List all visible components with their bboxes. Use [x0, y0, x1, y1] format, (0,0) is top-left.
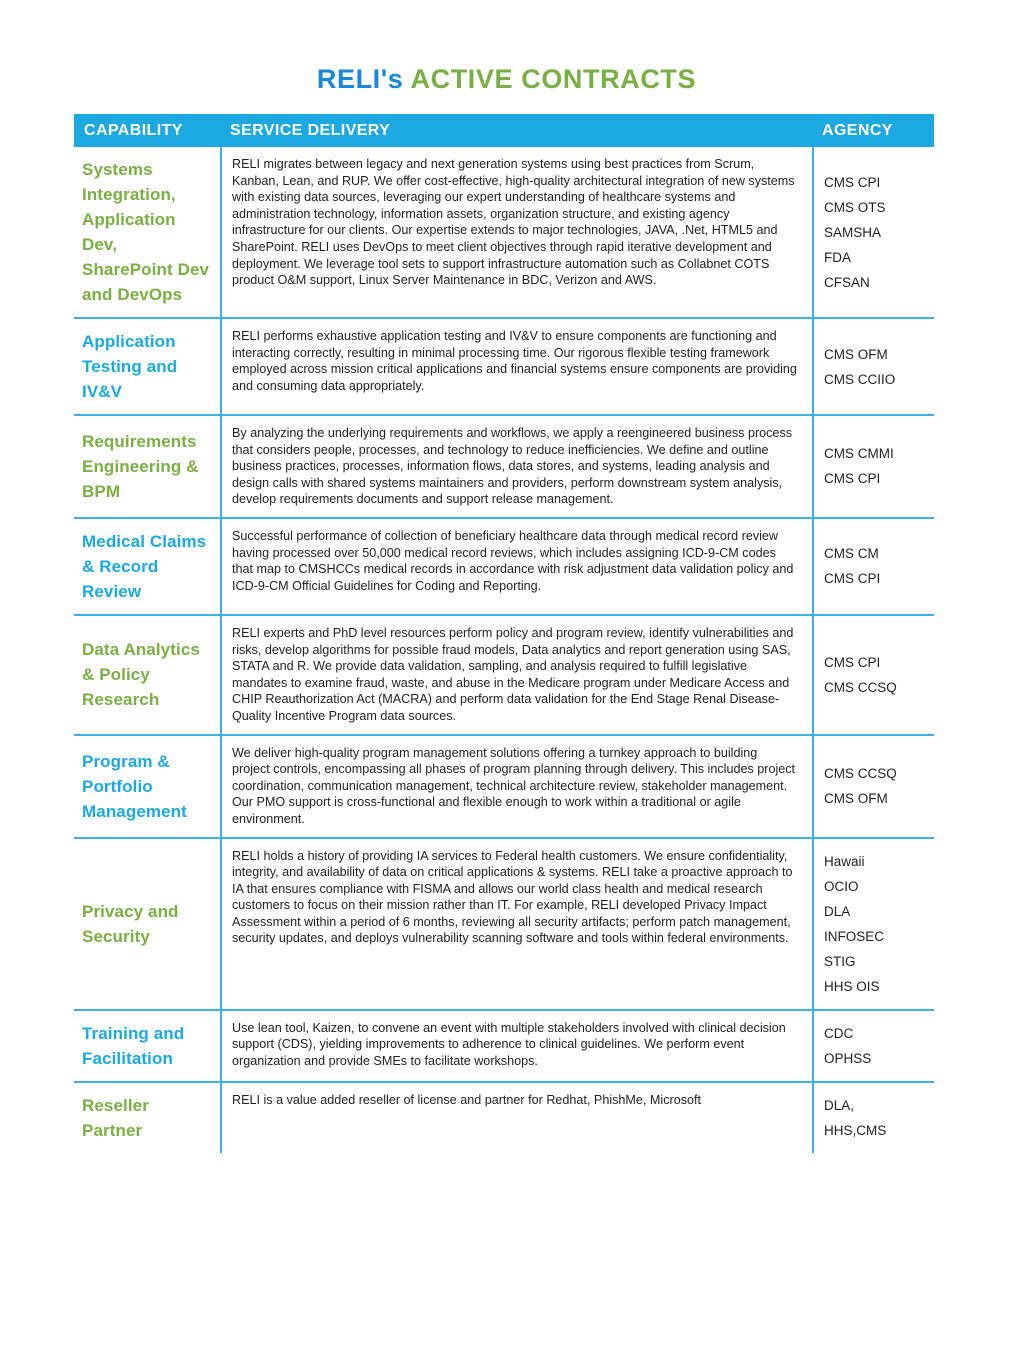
cell-agency: CMS CM CMS CPI	[812, 518, 934, 614]
cell-agency: Hawaii OCIO DLA INFOSEC STIG HHS OIS	[812, 838, 934, 1009]
table-row: Application Testing and IV&V RELI perform…	[74, 317, 934, 414]
table-row: Requirements Engineering & BPM By analyzi…	[74, 414, 934, 517]
cell-service-delivery: RELI is a value added reseller of licens…	[220, 1082, 812, 1153]
table-row: Reseller Partner RELI is a value added re…	[74, 1080, 934, 1153]
agency-item: CMS CPI	[824, 654, 881, 670]
cell-agency: CMS CCSQ CMS OFM	[812, 735, 934, 837]
agency-item: CMS CPI	[824, 471, 881, 487]
agency-item: CMS CCSQ	[824, 679, 897, 695]
agency-item: Hawaii	[824, 853, 865, 869]
cell-capability: Privacy and Security	[74, 839, 220, 1009]
cell-capability: Reseller Partner	[74, 1083, 220, 1153]
agency-item: CMS CCSQ	[824, 766, 897, 782]
table-row: Systems Integration, Application Dev, Sh…	[74, 147, 934, 317]
column-header-agency: AGENCY	[822, 121, 893, 139]
table-row: Training and Facilitation Use lean tool, …	[74, 1008, 934, 1081]
capability-label: Reseller Partner	[82, 1095, 149, 1140]
agency-item: STIG	[824, 953, 856, 969]
cell-capability: Requirements Engineering & BPM	[74, 416, 220, 517]
page-title: RELI's ACTIVE CONTRACTS	[0, 64, 1013, 95]
cell-capability: Medical Claims & Record Review	[74, 519, 220, 614]
cell-capability: Systems Integration, Application Dev, Sh…	[74, 147, 220, 317]
agency-item: CDC	[824, 1025, 854, 1041]
cell-agency: CMS OFM CMS CCIIO	[812, 319, 934, 414]
cell-agency: DLA, HHS,CMS	[812, 1082, 934, 1153]
agency-item: HHS OIS	[824, 978, 880, 994]
table-row: Medical Claims & Record Review Successful…	[74, 516, 934, 614]
capability-label: Requirements Engineering & BPM	[82, 431, 199, 501]
agency-item: CMS CMMI	[824, 446, 894, 462]
active-contracts-table: CAPABILITY SERVICE DELIVERY AGENCY Syste…	[74, 114, 934, 1153]
capability-label: Systems Integration, Application Dev, Sh…	[82, 160, 210, 304]
agency-item: DLA,	[824, 1097, 855, 1113]
agency-item: CMS OFM	[824, 791, 888, 807]
agency-item: OPHSS	[824, 1050, 872, 1066]
capability-label: Application Testing and IV&V	[82, 332, 178, 401]
cell-capability: Data Analytics & Policy Research	[74, 616, 220, 734]
agency-item: DLA	[824, 903, 851, 919]
table-row: Privacy and Security RELI holds a history…	[74, 836, 934, 1009]
cell-capability: Application Testing and IV&V	[74, 319, 220, 414]
agency-item: INFOSEC	[824, 928, 885, 944]
table-row: Data Analytics & Policy Research RELI exp…	[74, 613, 934, 734]
agency-item: CMS CPI	[824, 174, 881, 190]
cell-agency: CDC OPHSS	[812, 1010, 934, 1081]
cell-service-delivery: RELI holds a history of providing IA ser…	[220, 838, 812, 1009]
cell-agency: CMS CPI CMS CCSQ	[812, 615, 934, 734]
table-body: Systems Integration, Application Dev, Sh…	[74, 147, 934, 1153]
agency-item: SAMSHA	[824, 224, 882, 240]
cell-service-delivery: By analyzing the underlying requirements…	[220, 416, 812, 517]
table-header-row: CAPABILITY SERVICE DELIVERY AGENCY	[74, 114, 934, 147]
capability-label: Medical Claims & Record Review	[82, 531, 207, 601]
cell-service-delivery: RELI experts and PhD level resources per…	[220, 615, 812, 734]
cell-service-delivery: RELI migrates between legacy and next ge…	[220, 147, 812, 317]
title-brand: RELI's	[316, 64, 404, 94]
agency-item: CMS OFM	[824, 346, 888, 362]
agency-item: OCIO	[824, 878, 859, 894]
table-row: Program & Portfolio Management We deliver…	[74, 733, 934, 837]
agency-item: CMS CPI	[824, 571, 881, 587]
cell-capability: Program & Portfolio Management	[74, 736, 220, 837]
agency-item: CMS CCIIO	[824, 371, 896, 387]
cell-capability: Training and Facilitation	[74, 1011, 220, 1081]
title-rest: ACTIVE CONTRACTS	[403, 64, 697, 94]
cell-service-delivery: Use lean tool, Kaizen, to convene an eve…	[220, 1010, 812, 1081]
capability-label: Privacy and Security	[82, 901, 179, 946]
column-header-capability: CAPABILITY	[84, 121, 183, 139]
cell-service-delivery: Successful performance of collection of …	[220, 518, 812, 614]
agency-item: CFSAN	[824, 274, 870, 290]
agency-item: FDA	[824, 249, 851, 265]
cell-service-delivery: We deliver high-quality program manageme…	[220, 735, 812, 837]
column-header-service-delivery: SERVICE DELIVERY	[230, 121, 391, 139]
cell-agency: CMS CMMI CMS CPI	[812, 416, 934, 517]
agency-item: HHS,CMS	[824, 1122, 887, 1138]
cell-agency: CMS CPI CMS OTS SAMSHA FDA CFSAN	[812, 147, 934, 317]
agency-item: CMS CM	[824, 546, 879, 562]
agency-item: CMS OTS	[824, 199, 886, 215]
capability-label: Program & Portfolio Management	[82, 751, 187, 821]
cell-service-delivery: RELI performs exhaustive application tes…	[220, 319, 812, 414]
capability-label: Training and Facilitation	[82, 1023, 185, 1068]
capability-label: Data Analytics & Policy Research	[82, 640, 200, 710]
